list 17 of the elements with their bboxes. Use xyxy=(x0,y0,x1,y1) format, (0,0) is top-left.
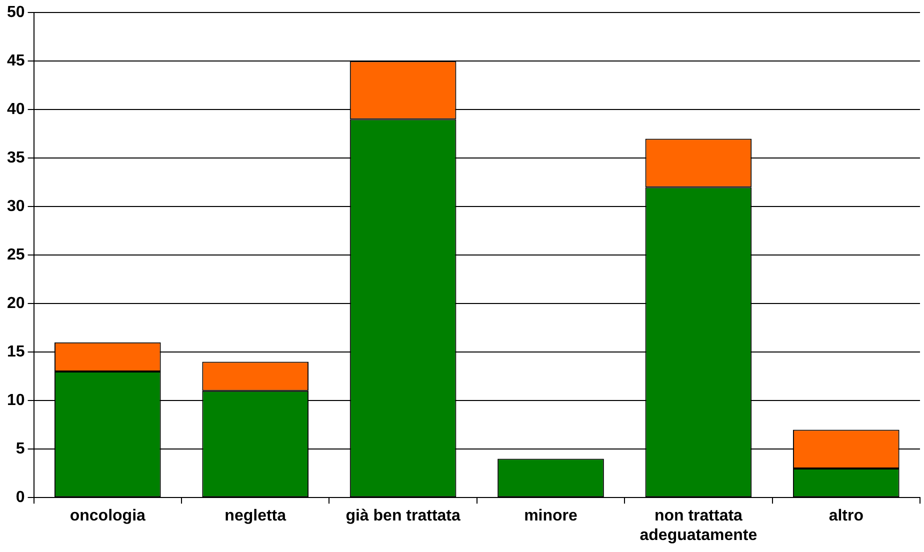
x-tick-label: minore xyxy=(524,508,578,525)
x-tick-label: non trattata adeguatamente xyxy=(640,508,758,544)
x-tick-label: altro xyxy=(828,508,864,525)
x-tick-label: negletta xyxy=(224,508,286,525)
y-tick-label: 15 xyxy=(7,344,25,361)
y-tick-label: 10 xyxy=(7,392,25,410)
y-tick-label: 30 xyxy=(7,198,25,216)
x-tick-label: già ben trattata xyxy=(346,508,460,525)
y-tick-label: 25 xyxy=(7,246,25,264)
y-tick-label: 50 xyxy=(7,4,25,22)
y-tick-label: 20 xyxy=(7,295,25,312)
y-tick-label: 35 xyxy=(7,150,25,167)
y-tick-label: 0 xyxy=(16,489,25,506)
y-tick-label: 45 xyxy=(7,52,25,70)
y-tick-label: 40 xyxy=(7,101,25,118)
x-tick-label: oncologia xyxy=(70,508,146,525)
y-tick-label: 5 xyxy=(16,440,25,458)
